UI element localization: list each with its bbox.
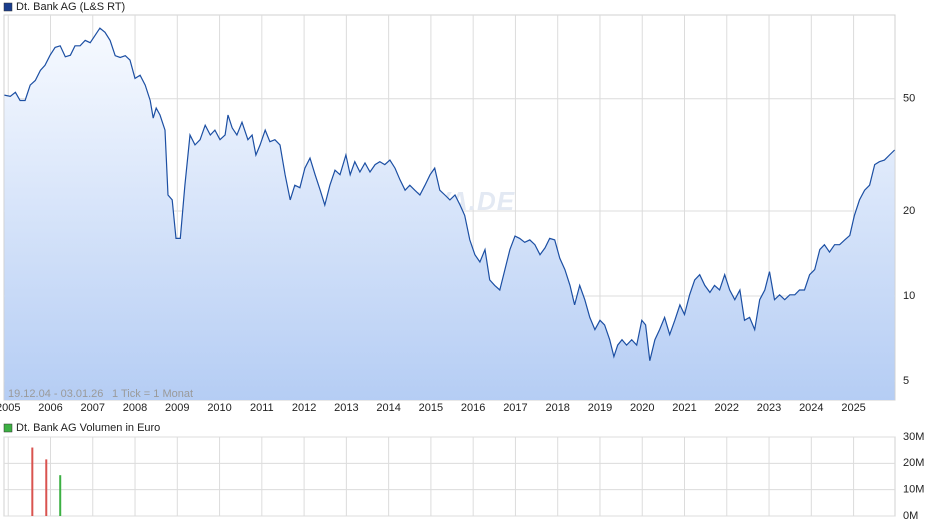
x-tick-label: 2011 xyxy=(250,402,274,414)
y-tick-label: 20M xyxy=(903,457,924,469)
legend-label: Dt. Bank AG Volumen in Euro xyxy=(16,422,160,434)
legend-swatch xyxy=(3,2,13,12)
x-tick-label: 2006 xyxy=(38,402,62,414)
x-tick-label: 2007 xyxy=(81,402,105,414)
price-line xyxy=(4,27,896,361)
plot-frame xyxy=(3,436,896,517)
y-tick-label: 10 xyxy=(903,290,915,302)
x-tick-label: 2024 xyxy=(799,402,823,414)
volume-bar xyxy=(59,475,62,516)
x-tick-label: 2009 xyxy=(165,402,189,414)
x-tick-label: 2019 xyxy=(588,402,612,414)
x-tick-label: 2015 xyxy=(419,402,443,414)
y-tick-label: 20 xyxy=(903,205,915,217)
date-range: 19.12.04 - 03.01.26 xyxy=(8,388,103,400)
y-tick-label: 10M xyxy=(903,484,924,496)
x-tick-label: 2014 xyxy=(376,402,400,414)
price-area xyxy=(4,28,895,400)
x-tick-label: 2025 xyxy=(841,402,865,414)
x-tick-label: 2010 xyxy=(207,402,231,414)
y-tick-label: 30M xyxy=(903,431,924,443)
legend-swatch xyxy=(3,423,13,433)
legend-label: Dt. Bank AG (L&S RT) xyxy=(16,1,125,13)
tick-note: 1 Tick = 1 Monat xyxy=(112,388,193,400)
x-tick-label: 2012 xyxy=(292,402,316,414)
volume-bar xyxy=(45,459,48,516)
x-tick-label: 2017 xyxy=(503,402,527,414)
x-tick-label: 2020 xyxy=(630,402,654,414)
y-tick-label: 50 xyxy=(903,93,915,105)
x-tick-label: 2021 xyxy=(672,402,696,414)
y-tick-label: 0M xyxy=(903,510,918,522)
x-tick-label: 2022 xyxy=(715,402,739,414)
x-tick-label: 2016 xyxy=(461,402,485,414)
x-tick-label: 2005 xyxy=(0,402,20,414)
x-tick-label: 2018 xyxy=(545,402,569,414)
x-tick-label: 2008 xyxy=(123,402,147,414)
x-tick-label: 2013 xyxy=(334,402,358,414)
x-tick-label: 2023 xyxy=(757,402,781,414)
y-tick-label: 5 xyxy=(903,375,909,387)
volume-bar xyxy=(31,447,34,516)
